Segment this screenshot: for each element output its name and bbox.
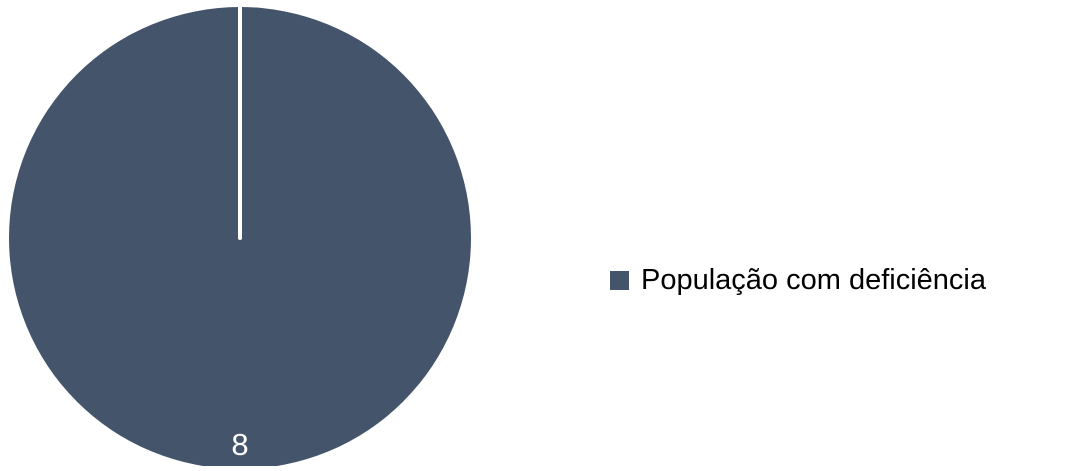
legend-swatch (610, 270, 629, 290)
legend: População com deficiência (610, 258, 986, 302)
legend-label: População com deficiência (641, 264, 986, 296)
pie-data-label: 8 (231, 427, 248, 462)
